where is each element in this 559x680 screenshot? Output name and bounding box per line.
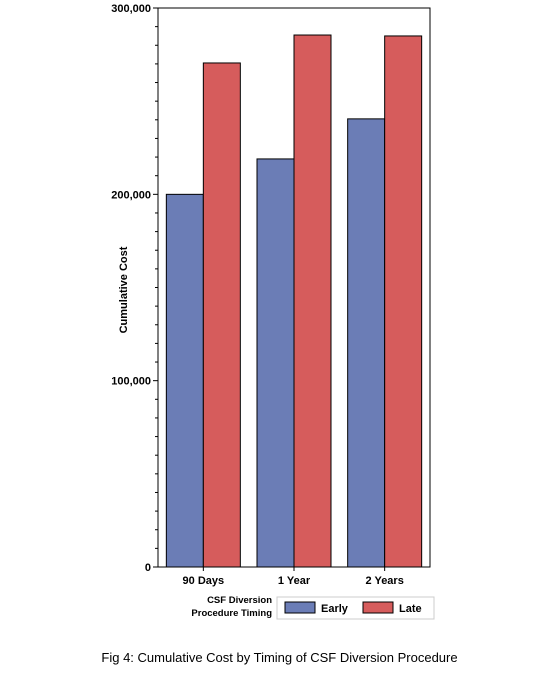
bar-early-1-year (256, 158, 295, 568)
legend-title-line1: CSF Diversion (207, 595, 272, 606)
legend-frame (276, 596, 435, 620)
x-tick-label: 90 Days (183, 575, 225, 587)
legend-label-early: Early (321, 603, 349, 615)
bar-late-90-days (202, 62, 241, 568)
chart: 0 100,000 200,000 300,000 90 Days 1 Year 2 Yea… (111, 3, 435, 620)
bar-late-2-years (384, 35, 423, 568)
y-tick-label: 300,000 (111, 3, 151, 15)
legend-title-line2: Procedure Timing (191, 608, 272, 619)
y-tick-label: 100,000 (111, 376, 151, 388)
bar-early-2-years (347, 118, 386, 568)
legend-swatch-early (284, 601, 316, 614)
figure-caption: Fig 4: Cumulative Cost by Timing of CSF … (101, 650, 458, 665)
legend: CSF Diversion Procedure Timing Early Lat… (191, 595, 435, 620)
y-tick-label: 200,000 (111, 189, 151, 201)
legend-swatch-late (362, 601, 394, 614)
y-tick-label: 0 (145, 562, 151, 574)
x-tick-label: 1 Year (278, 575, 311, 587)
x-tick-label: 2 Years (365, 575, 403, 587)
legend-label-late: Late (399, 603, 422, 615)
plot-area: 0 100,000 200,000 300,000 90 Days 1 Year 2 Yea… (111, 3, 431, 587)
bar-late-1-year (293, 34, 332, 568)
y-axis-title: Cumulative Cost (118, 246, 130, 333)
bar-early-90-days (165, 193, 204, 568)
